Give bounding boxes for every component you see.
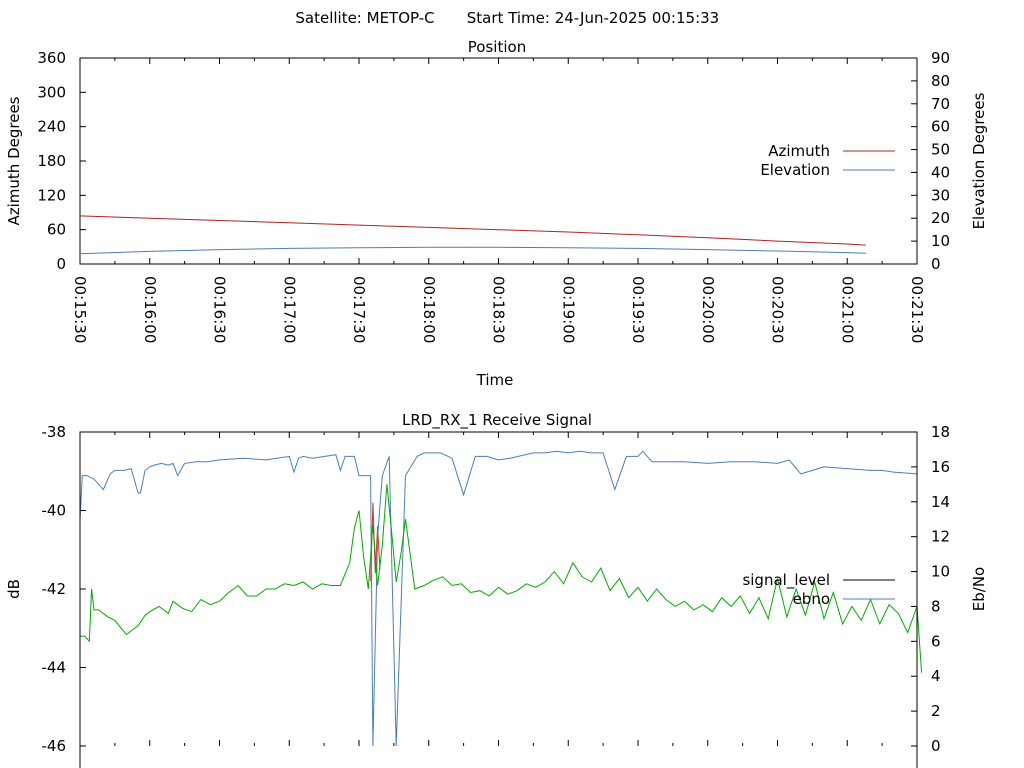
- position-y-axis-label: Azimuth Degrees: [5, 96, 23, 225]
- position-y-tick-label: 360: [37, 49, 66, 67]
- position-x-axis: 00:15:30 00:16:00 00:16:30 00:17:00 00:17:30…: [71, 58, 926, 343]
- signal-y-tick-label: -46: [42, 737, 67, 755]
- signal-y-tick-label: -42: [42, 580, 67, 598]
- signal-y-tick-label: -44: [42, 659, 67, 677]
- receive-signal-chart: LRD_RX_1 Receive Signal -46-44-42-40-38 …: [5, 411, 988, 768]
- signal-y-axis: -46 -44 -42 -40 -38: [42, 423, 86, 755]
- series-line-elevation: [79, 246, 866, 255]
- signal-y2-tick-label: 10: [931, 563, 950, 581]
- position-chart: Position 0 60 120 180 240 300 360 0 10 20 30 40 50 6…: [5, 38, 988, 389]
- signal-y-tick-label: -40: [42, 502, 67, 520]
- position-y-tick-label: 240: [37, 118, 66, 136]
- position-y2-tick-label: 0: [931, 255, 941, 273]
- position-y2-tick-label: 50: [931, 141, 950, 159]
- position-x-tick-label: 00:18:30: [490, 276, 508, 343]
- position-y2-tick-label: 40: [931, 163, 950, 181]
- signal-y-tick-label: -38: [42, 423, 67, 441]
- position-series: [79, 215, 866, 255]
- start-time-label: Start Time: 24-Jun-2025 00:15:33: [467, 9, 719, 27]
- legend-label-elevation: Elevation: [760, 161, 830, 179]
- signal-y2-tick-label: 0: [931, 737, 941, 755]
- signal-y2-tick-label: 8: [931, 597, 941, 615]
- position-x-tick-label: 00:15:30: [71, 276, 89, 343]
- position-x-tick-label: 00:20:30: [769, 276, 787, 343]
- signal-legend: signal_level ebno: [742, 571, 895, 608]
- series-line-ebno: [79, 450, 918, 747]
- receive-signal-chart-title: LRD_RX_1 Receive Signal: [402, 411, 592, 430]
- position-y-axis: 0 60 120 180 240 300 360: [37, 49, 86, 273]
- position-y2-tick-label: 30: [931, 186, 950, 204]
- position-y-tick-label: 300: [37, 83, 66, 101]
- position-legend: Azimuth Elevation: [760, 142, 895, 179]
- signal-y2-tick-label: 4: [931, 667, 941, 685]
- legend-label-azimuth: Azimuth: [768, 142, 830, 160]
- position-y2-tick-label: 80: [931, 72, 950, 90]
- position-y2-axis-label: Elevation Degrees: [970, 92, 988, 229]
- position-x-tick-label: 00:20:00: [699, 276, 717, 343]
- position-x-tick-label: 00:19:30: [629, 276, 647, 343]
- position-x-tick-label: 00:21:00: [838, 276, 856, 343]
- position-y2-tick-label: 90: [931, 49, 950, 67]
- position-y2-tick-label: 20: [931, 209, 950, 227]
- position-x-tick-label: 00:16:30: [211, 276, 229, 343]
- position-x-tick-label: 00:19:00: [559, 276, 577, 343]
- position-y2-tick-label: 70: [931, 95, 950, 113]
- signal-y2-tick-label: 16: [931, 458, 950, 476]
- position-y-tick-label: 180: [37, 152, 66, 170]
- legend-label-signal-level: signal_level: [742, 571, 830, 590]
- series-line-azimuth: [79, 215, 866, 246]
- position-y-tick-label: 120: [37, 186, 66, 204]
- series-line-green-trace: [80, 484, 923, 673]
- satellite-label: Satellite: METOP-C: [295, 9, 434, 27]
- signal-y-axis-label: dB: [5, 579, 23, 599]
- position-y2-tick-label: 10: [931, 232, 950, 250]
- signal-plot-frame: [79, 431, 918, 768]
- position-y2-tick-label: 60: [931, 118, 950, 136]
- position-x-axis-label: Time: [476, 371, 514, 389]
- signal-y2-tick-label: 6: [931, 632, 941, 650]
- position-x-tick-label: 00:21:30: [908, 276, 926, 343]
- signal-y2-tick-label: 2: [931, 702, 941, 720]
- position-y2-axis: 0 10 20 30 40 50 60 70 80 90: [911, 49, 950, 273]
- position-x-tick-label: 00:16:00: [141, 276, 159, 343]
- signal-series: [79, 450, 923, 747]
- signal-y2-tick-label: 18: [931, 423, 950, 441]
- position-x-tick-label: 00:17:00: [280, 276, 298, 343]
- position-y-tick-label: 0: [56, 255, 66, 273]
- position-x-tick-label: 00:18:00: [420, 276, 438, 343]
- signal-x-axis: [79, 432, 918, 746]
- signal-y2-tick-label: 12: [931, 528, 950, 546]
- position-y-tick-label: 60: [47, 221, 66, 239]
- signal-y2-tick-label: 14: [931, 493, 950, 511]
- signal-y2-axis-label: Eb/No: [970, 567, 988, 611]
- signal-y2-axis: 0 2 4 6 8 10 12 14 16 18: [911, 423, 950, 755]
- legend-label-ebno: ebno: [793, 590, 830, 608]
- position-chart-title: Position: [468, 38, 526, 56]
- position-x-tick-label: 00:17:30: [350, 276, 368, 343]
